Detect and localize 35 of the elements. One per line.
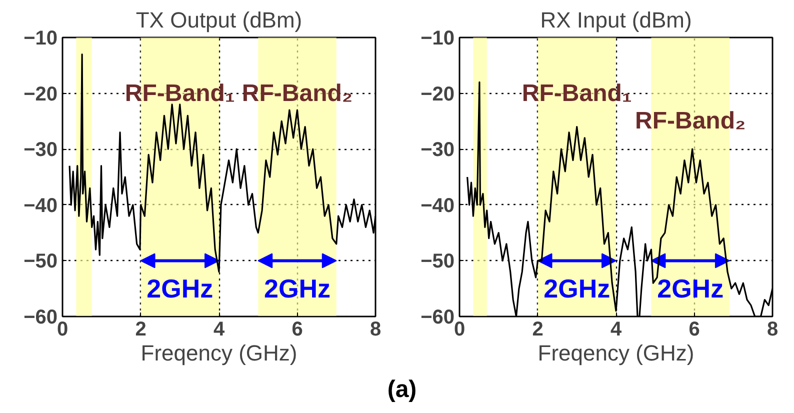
x-tick-label: 0 [56,318,68,340]
chart-title: RX Input (dBm) [540,8,692,32]
annotation: RF-Band₂ [635,108,746,135]
x-tick-label: 2 [532,318,544,340]
x-tick-label: 8 [370,318,382,340]
x-tick-label: 6 [292,318,303,340]
x-tick-label: 0 [454,318,466,340]
annotation: RF-Band₂ [242,80,353,107]
x-tick-label: 8 [766,318,778,340]
y-tick-label: −30 [24,139,58,162]
y-tick-label: −30 [420,139,455,162]
x-tick-label: 6 [688,318,700,340]
y-tick-label: −20 [24,83,58,106]
y-tick-label: −50 [420,250,455,273]
annotation: RF-Band₁ [522,80,632,107]
y-tick-label: −10 [24,28,58,50]
chart-title: TX Output (dBm) [136,8,302,32]
y-tick-label: −20 [420,83,455,106]
y-tick-label: −60 [24,306,58,328]
band-label: 2GHz [264,274,330,304]
x-tick-label: 4 [213,318,226,340]
band-label: 2GHz [544,274,610,304]
y-tick-label: −60 [420,306,455,328]
x-tick-label: 2 [135,318,146,340]
y-tick-label: −50 [24,250,58,273]
band-label: 2GHz [657,274,724,304]
band-label: 2GHz [146,274,214,304]
x-axis-title: Freqency (GHz) [538,340,694,366]
annotation: RF-Band₁ [124,80,235,107]
y-tick-label: −40 [24,194,58,217]
x-axis-title: Freqency (GHz) [140,340,298,366]
y-tick-label: −10 [420,28,455,50]
text: (a) [386,375,418,405]
x-tick-label: 4 [610,318,622,340]
y-tick-label: −40 [420,194,455,217]
